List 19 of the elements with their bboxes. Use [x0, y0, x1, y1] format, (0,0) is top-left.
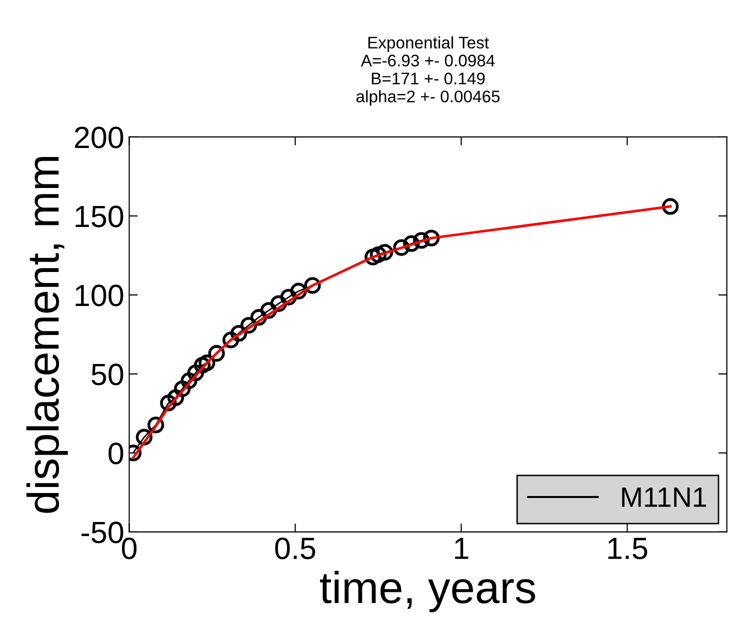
y-tick-label: 50: [92, 364, 124, 386]
point: [304, 277, 321, 294]
y-tick-label: 0: [108, 442, 124, 464]
x-tick-label: 0: [122, 538, 137, 560]
y-tick-label: 100: [76, 284, 124, 306]
x-tick-label: 1: [455, 538, 468, 559]
point: [662, 198, 679, 215]
point: [403, 235, 420, 252]
x-tick-label: 0.5: [275, 538, 316, 560]
y-tick-label: 200: [74, 126, 124, 148]
x-axis-title: time, years: [320, 570, 536, 612]
chart-title: Exponential Test A=-6.93 +- 0.0984 B=171 +- 0.149 alpha=2 +- 0.00465: [356, 36, 500, 106]
x-tick-label: 1.5: [608, 538, 648, 560]
y-axis-title: displacement, mm: [26, 157, 68, 513]
point: [364, 248, 382, 266]
legend-label: M11N1: [622, 488, 706, 507]
y-tick-label: -50: [82, 522, 124, 544]
point: [160, 394, 177, 412]
y-tick-label: 150: [76, 206, 124, 228]
